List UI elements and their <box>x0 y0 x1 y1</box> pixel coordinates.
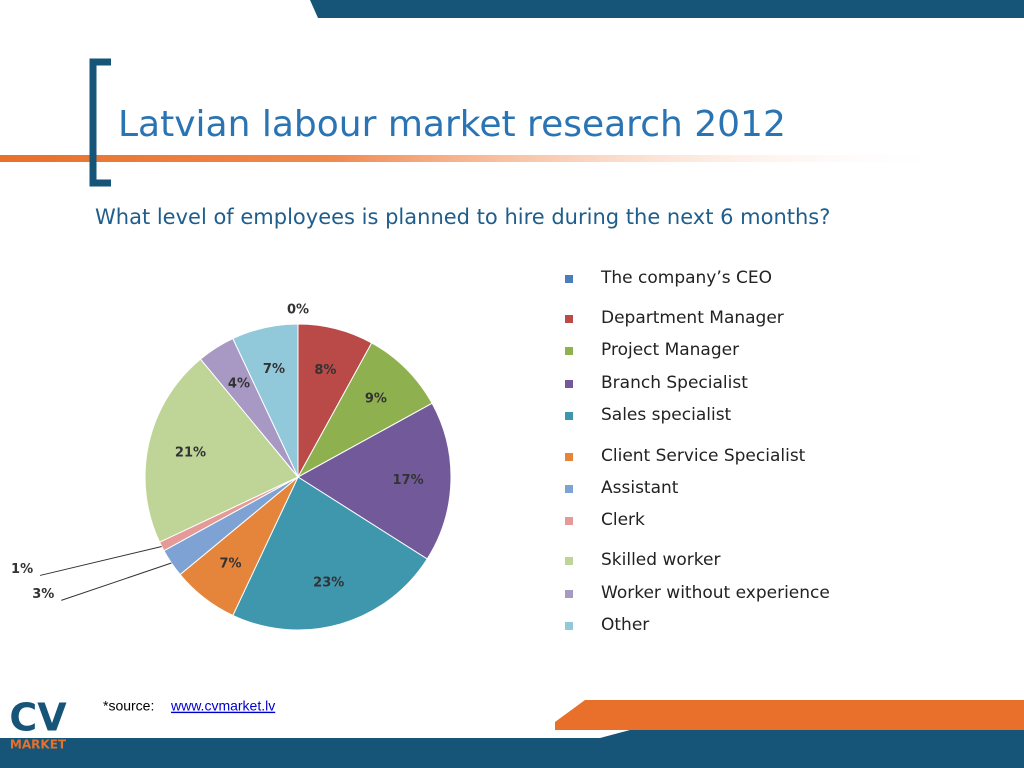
pie-label: 8% <box>314 363 336 378</box>
legend-label: Project Manager <box>601 340 739 360</box>
legend-swatch <box>565 315 573 323</box>
legend-swatch <box>565 557 573 565</box>
legend-label: Sales specialist <box>601 405 732 425</box>
legend-swatch <box>565 275 573 283</box>
legend-label: Assistant <box>601 478 679 498</box>
title: Latvian labour market research 2012 <box>118 104 786 145</box>
pie-slice <box>232 476 428 631</box>
pie-label: 7% <box>263 362 285 377</box>
leader-line <box>61 562 172 601</box>
legend-swatch <box>565 622 573 630</box>
pie-label: 17% <box>393 473 424 488</box>
logo-market: MARKET <box>10 738 67 752</box>
legend-label: The company’s CEO <box>600 268 772 288</box>
pie-slice <box>297 402 452 560</box>
source-link[interactable]: www.cvmarket.lv <box>170 698 275 714</box>
legend-label: Other <box>601 615 649 635</box>
pie-label: 21% <box>175 445 206 460</box>
legend-swatch <box>565 380 573 388</box>
leader-line <box>39 545 162 576</box>
legend-swatch <box>565 453 573 461</box>
bottom-bar <box>0 730 1024 768</box>
source-prefix: *source: <box>103 698 154 714</box>
legend-label: Department Manager <box>601 308 784 328</box>
logo-cv: CV <box>9 696 67 740</box>
legend-swatch <box>565 590 573 598</box>
pie-label: 1% <box>11 562 33 577</box>
pie-label: 7% <box>219 557 241 572</box>
legend-label: Clerk <box>601 510 645 530</box>
legend-swatch <box>565 517 573 525</box>
pie-label: 4% <box>228 376 250 391</box>
bracket <box>89 58 111 187</box>
legend-label: Worker without experience <box>601 583 830 603</box>
top-bar <box>310 0 1024 18</box>
legend-label: Client Service Specialist <box>601 446 806 466</box>
pie-label: 23% <box>313 575 344 590</box>
pie-label: 0% <box>287 303 309 318</box>
pie-slice <box>144 358 299 543</box>
bottom-orange <box>555 700 1024 730</box>
legend-label: Branch Specialist <box>601 373 748 393</box>
pie-slice <box>296 342 433 479</box>
pie-label: 9% <box>365 392 387 407</box>
legend-swatch <box>565 412 573 420</box>
legend-label: Skilled worker <box>601 550 720 570</box>
pie-label: 3% <box>32 587 54 602</box>
legend-swatch <box>565 347 573 355</box>
subtitle: What level of employees is planned to hi… <box>95 205 830 229</box>
orange-rule <box>0 155 960 162</box>
pie-slice <box>232 323 299 478</box>
legend-swatch <box>565 485 573 493</box>
